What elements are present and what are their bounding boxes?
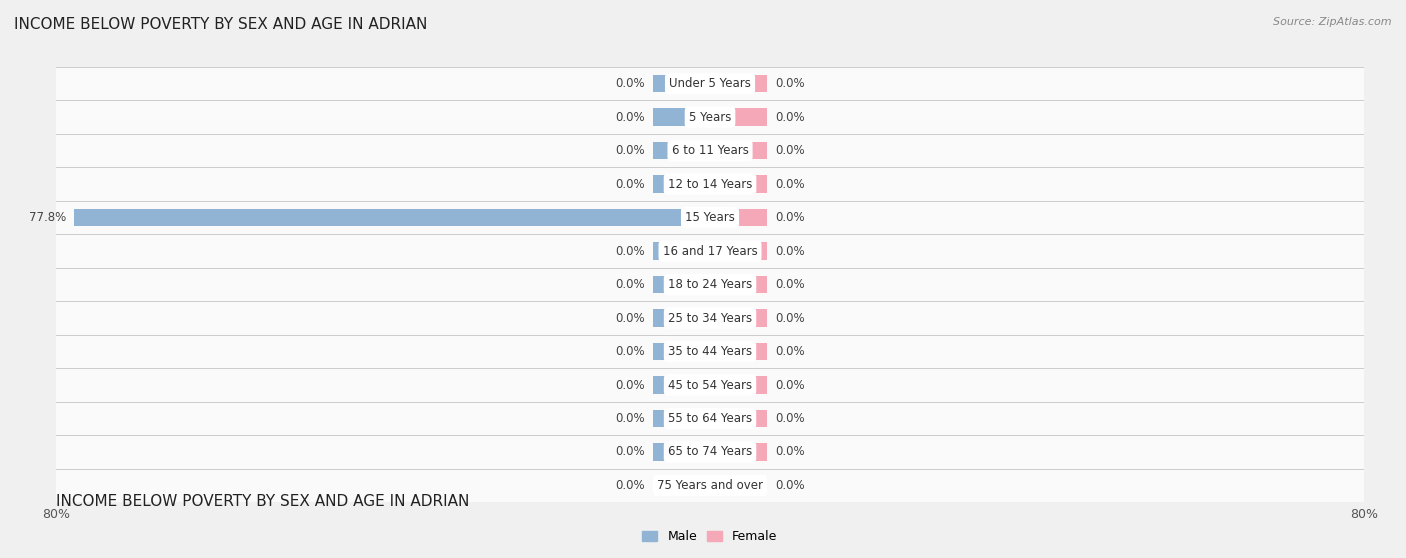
Bar	[56, 435, 1364, 469]
Bar	[652, 443, 710, 461]
Text: Under 5 Years: Under 5 Years	[669, 77, 751, 90]
Text: 0.0%: 0.0%	[614, 445, 644, 459]
Bar	[652, 242, 710, 260]
Text: 0.0%: 0.0%	[776, 479, 806, 492]
Text: 45 to 54 Years: 45 to 54 Years	[668, 378, 752, 392]
Text: 77.8%: 77.8%	[28, 211, 66, 224]
Bar	[710, 376, 768, 394]
Text: 0.0%: 0.0%	[776, 144, 806, 157]
Bar	[710, 75, 768, 93]
Bar	[652, 410, 710, 427]
Text: 0.0%: 0.0%	[776, 110, 806, 124]
Text: 0.0%: 0.0%	[776, 445, 806, 459]
Bar	[75, 209, 710, 227]
Text: 0.0%: 0.0%	[614, 378, 644, 392]
Text: 0.0%: 0.0%	[614, 345, 644, 358]
Bar	[56, 201, 1364, 234]
Bar	[710, 142, 768, 160]
Text: 0.0%: 0.0%	[614, 77, 644, 90]
Bar	[652, 108, 710, 126]
Bar	[652, 376, 710, 394]
Text: 65 to 74 Years: 65 to 74 Years	[668, 445, 752, 459]
Text: 15 Years: 15 Years	[685, 211, 735, 224]
Text: 18 to 24 Years: 18 to 24 Years	[668, 278, 752, 291]
Text: 12 to 14 Years: 12 to 14 Years	[668, 177, 752, 191]
Bar	[652, 343, 710, 360]
Text: 0.0%: 0.0%	[776, 345, 806, 358]
Text: INCOME BELOW POVERTY BY SEX AND AGE IN ADRIAN: INCOME BELOW POVERTY BY SEX AND AGE IN A…	[14, 17, 427, 32]
Text: INCOME BELOW POVERTY BY SEX AND AGE IN ADRIAN: INCOME BELOW POVERTY BY SEX AND AGE IN A…	[56, 494, 470, 509]
Bar	[652, 175, 710, 193]
Text: 0.0%: 0.0%	[614, 110, 644, 124]
Text: 16 and 17 Years: 16 and 17 Years	[662, 244, 758, 258]
Text: 0.0%: 0.0%	[614, 311, 644, 325]
Text: 0.0%: 0.0%	[614, 244, 644, 258]
Bar	[710, 175, 768, 193]
Text: Source: ZipAtlas.com: Source: ZipAtlas.com	[1274, 17, 1392, 27]
Bar	[56, 402, 1364, 435]
Bar	[710, 309, 768, 327]
Bar	[710, 276, 768, 294]
Bar	[56, 268, 1364, 301]
Bar	[652, 477, 710, 494]
Text: 0.0%: 0.0%	[776, 244, 806, 258]
Bar	[56, 368, 1364, 402]
Bar	[710, 209, 768, 227]
Text: 0.0%: 0.0%	[776, 412, 806, 425]
Text: 0.0%: 0.0%	[614, 412, 644, 425]
Bar	[56, 67, 1364, 100]
Text: 0.0%: 0.0%	[614, 144, 644, 157]
Bar	[710, 108, 768, 126]
Text: 0.0%: 0.0%	[614, 278, 644, 291]
Bar	[710, 477, 768, 494]
Text: 0.0%: 0.0%	[776, 77, 806, 90]
Bar	[56, 167, 1364, 201]
Legend: Male, Female: Male, Female	[637, 525, 783, 548]
Text: 75 Years and over: 75 Years and over	[657, 479, 763, 492]
Bar	[56, 301, 1364, 335]
Bar	[652, 309, 710, 327]
Bar	[56, 469, 1364, 502]
Bar	[56, 335, 1364, 368]
Text: 35 to 44 Years: 35 to 44 Years	[668, 345, 752, 358]
Bar	[710, 443, 768, 461]
Bar	[652, 142, 710, 160]
Bar	[652, 276, 710, 294]
Text: 0.0%: 0.0%	[776, 311, 806, 325]
Bar	[710, 242, 768, 260]
Text: 0.0%: 0.0%	[776, 378, 806, 392]
Bar	[56, 234, 1364, 268]
Text: 0.0%: 0.0%	[614, 479, 644, 492]
Bar	[652, 75, 710, 93]
Text: 0.0%: 0.0%	[614, 177, 644, 191]
Bar	[56, 134, 1364, 167]
Text: 0.0%: 0.0%	[776, 177, 806, 191]
Text: 25 to 34 Years: 25 to 34 Years	[668, 311, 752, 325]
Text: 5 Years: 5 Years	[689, 110, 731, 124]
Bar	[56, 100, 1364, 134]
Text: 55 to 64 Years: 55 to 64 Years	[668, 412, 752, 425]
Text: 6 to 11 Years: 6 to 11 Years	[672, 144, 748, 157]
Bar	[710, 410, 768, 427]
Bar	[710, 343, 768, 360]
Text: 0.0%: 0.0%	[776, 278, 806, 291]
Text: 0.0%: 0.0%	[776, 211, 806, 224]
